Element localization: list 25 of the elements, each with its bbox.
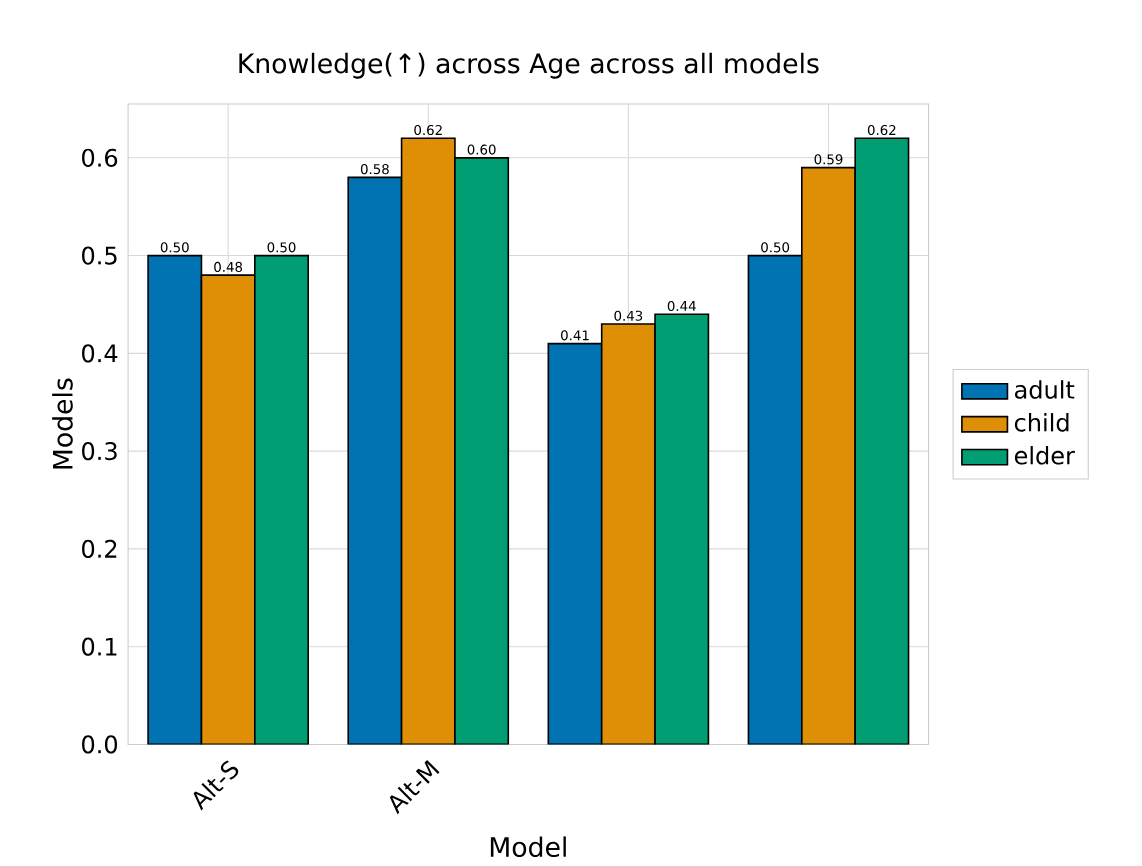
- bar: [254, 255, 309, 745]
- bar: [801, 166, 856, 745]
- bar: [348, 177, 402, 745]
- bar: [548, 343, 602, 745]
- y-tick-label: 0.4: [82, 344, 118, 363]
- y-tick-label: 0.2: [82, 539, 117, 558]
- y-tick-label: 0.0: [82, 735, 118, 754]
- bar: [454, 157, 509, 745]
- legend-label: adult: [1015, 380, 1075, 399]
- x-axis-title: Model: [490, 836, 566, 858]
- bar: [747, 254, 803, 745]
- bar: [401, 138, 455, 745]
- y-tick-label: 0.6: [82, 148, 118, 167]
- chart-title: Knowledge(↑) across Age across all models: [239, 52, 819, 79]
- bar: [655, 314, 709, 745]
- y-axis-title: Models: [52, 378, 73, 469]
- bar: [148, 255, 202, 745]
- bar: [854, 137, 910, 745]
- legend-label: elder: [1014, 446, 1075, 465]
- y-tick-label: 0.3: [82, 442, 117, 461]
- bar: [201, 275, 255, 745]
- y-tick-label: 0.5: [82, 246, 117, 265]
- bar: [601, 324, 656, 745]
- legend-label: child: [1014, 413, 1069, 432]
- y-tick-label: 0.1: [82, 637, 117, 656]
